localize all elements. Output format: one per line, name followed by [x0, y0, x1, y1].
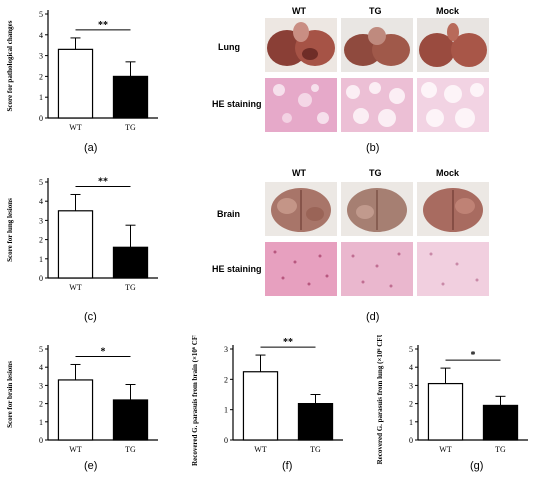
- y-tick-label: 5: [409, 345, 413, 354]
- y-tick-label: 2: [39, 236, 43, 245]
- y-axis-label: Recovered G. parasuis from brain (×10⁶ C…: [191, 335, 199, 466]
- x-tick-label: WT: [439, 445, 452, 454]
- x-tick-label: WT: [254, 445, 267, 454]
- panel-label-a: (a): [84, 142, 98, 154]
- panel-label-f: (f): [282, 460, 293, 472]
- x-tick-label: TG: [495, 445, 506, 454]
- y-tick-label: 3: [224, 345, 228, 354]
- y-tick-label: 0: [409, 436, 413, 445]
- significance-marker: *: [101, 346, 106, 357]
- y-tick-label: 5: [39, 10, 43, 19]
- bar-tg: [297, 402, 334, 441]
- panel-label-d: (d): [366, 311, 380, 323]
- y-tick-label: 3: [39, 216, 43, 225]
- y-tick-label: 1: [39, 418, 43, 427]
- y-tick-label: 2: [409, 400, 413, 409]
- x-tick-label: WT: [69, 283, 82, 292]
- row-header-brain: Brain: [217, 209, 241, 219]
- y-tick-label: 0: [224, 436, 228, 445]
- brain-he-stain-wt: [265, 242, 337, 296]
- chart-c: Score for lung lesions 0 1 2 3 4 5 WT TG **: [6, 176, 158, 292]
- lung-photo-wt: [265, 18, 337, 72]
- panel-label-c: (c): [84, 311, 97, 323]
- x-tick-label: TG: [310, 445, 321, 454]
- bar-tg: [112, 399, 149, 441]
- col-header-mock: Mock: [436, 6, 460, 16]
- chart-f: Recovered G. parasuis from brain (×10⁶ C…: [191, 335, 343, 466]
- y-tick-label: 5: [39, 178, 43, 187]
- row-header-he-staining: HE staining: [212, 264, 262, 274]
- bar-wt: [57, 210, 94, 279]
- row-header-lung: Lung: [218, 42, 240, 52]
- chart-a: Score for pathological changes 0 1 2 3 4 5 WT TG…: [6, 10, 158, 132]
- y-tick-label: 4: [39, 363, 43, 372]
- chart-e: Score for brain lesions 0 1 2 3 4 5 WT TG *: [6, 345, 158, 454]
- col-header-wt: WT: [292, 168, 306, 178]
- significance-marker: *: [471, 350, 476, 361]
- col-header-tg: TG: [369, 168, 382, 178]
- y-tick-label: 3: [409, 381, 413, 390]
- brain-photo-mock: [417, 182, 489, 236]
- bar-wt: [57, 379, 94, 441]
- y-axis-label: Score for brain lesions: [6, 361, 14, 428]
- y-tick-label: 1: [224, 406, 228, 415]
- x-tick-label: WT: [69, 445, 82, 454]
- brain-photo-wt: [265, 182, 337, 236]
- bar-tg: [112, 75, 149, 119]
- brain-he-stain-mock: [417, 242, 489, 296]
- significance-marker: **: [98, 176, 108, 187]
- x-tick-label: TG: [125, 123, 136, 132]
- lung-he-stain-mock: [417, 78, 489, 132]
- significance-marker: **: [98, 20, 108, 31]
- lung-he-stain-tg: [341, 78, 413, 132]
- y-tick-label: 0: [39, 114, 43, 123]
- y-tick-label: 2: [39, 72, 43, 81]
- y-axis-label: Recovered G. parasuis from lung (×10⁶ CF…: [376, 335, 384, 464]
- y-tick-label: 5: [39, 345, 43, 354]
- y-axis-label: Score for pathological changes: [6, 20, 14, 111]
- col-header-wt: WT: [292, 6, 306, 16]
- bar-wt: [57, 48, 94, 119]
- y-tick-label: 2: [224, 375, 228, 384]
- y-tick-label: 3: [39, 381, 43, 390]
- y-axis-label: Score for lung lesions: [6, 198, 14, 262]
- bar-tg: [112, 246, 149, 279]
- bar-wt: [242, 371, 279, 441]
- y-tick-label: 1: [39, 93, 43, 102]
- row-header-he-staining: HE staining: [212, 99, 262, 109]
- y-tick-label: 1: [409, 418, 413, 427]
- lung-he-stain-wt: [265, 78, 337, 132]
- y-tick-label: 4: [39, 31, 43, 40]
- y-tick-label: 3: [39, 52, 43, 61]
- col-header-mock: Mock: [436, 168, 460, 178]
- y-tick-label: 0: [39, 274, 43, 283]
- bar-tg: [482, 404, 519, 441]
- brain-he-stain-tg: [341, 242, 413, 296]
- y-tick-label: 1: [39, 255, 43, 264]
- panel-label-g: (g): [470, 460, 484, 472]
- x-tick-label: TG: [125, 283, 136, 292]
- y-tick-label: 0: [39, 436, 43, 445]
- panel-label-e: (e): [84, 460, 98, 472]
- bar-wt: [427, 382, 464, 441]
- chart-g: Recovered G. parasuis from lung (×10⁶ CF…: [376, 335, 528, 464]
- brain-photo-tg: [341, 182, 413, 236]
- col-header-tg: TG: [369, 6, 382, 16]
- y-tick-label: 4: [39, 197, 43, 206]
- x-tick-label: TG: [125, 445, 136, 454]
- significance-marker: **: [283, 337, 293, 348]
- lung-photo-mock: [417, 18, 489, 72]
- y-tick-label: 4: [409, 363, 413, 372]
- panel-label-b: (b): [366, 142, 380, 154]
- y-tick-label: 2: [39, 400, 43, 409]
- x-tick-label: WT: [69, 123, 82, 132]
- lung-photo-tg: [341, 18, 413, 72]
